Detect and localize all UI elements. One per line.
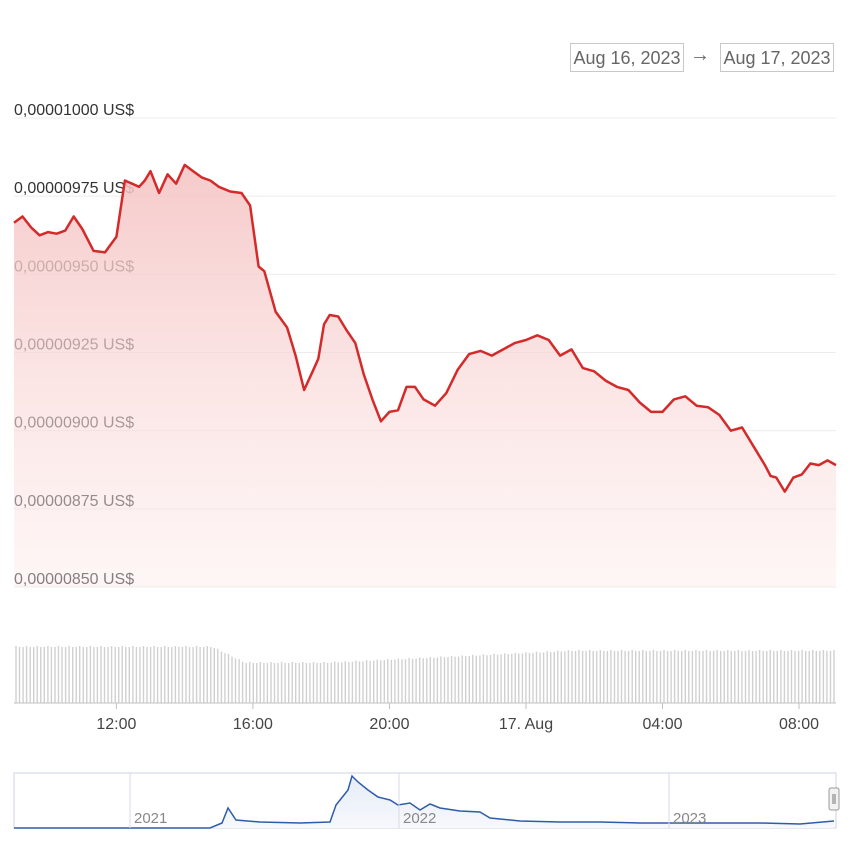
range-arrow-icon: → xyxy=(690,44,710,66)
navigator-labels: 2021 2022 2023 xyxy=(129,773,706,828)
x-tick-label: 17. Aug xyxy=(499,716,553,733)
price-line xyxy=(13,163,837,493)
navigator[interactable]: 2021 2022 2023 xyxy=(13,772,840,829)
x-tick-label: 04:00 xyxy=(642,716,682,733)
x-tick-label: 20:00 xyxy=(369,716,409,733)
x-axis-labels: 12:00 16:00 20:00 17. Aug 04:00 08:00 xyxy=(96,703,819,733)
volume-bars xyxy=(14,646,836,704)
x-tick-label: 16:00 xyxy=(233,716,273,733)
navigator-area xyxy=(14,776,834,828)
price-area xyxy=(14,164,836,587)
navigator-year-label: 2021 xyxy=(134,810,167,827)
range-from-input[interactable]: Aug 16, 2023 xyxy=(570,43,684,72)
x-tick-label: 08:00 xyxy=(779,716,819,733)
navigator-line xyxy=(14,774,835,829)
y-tick-label: 0,00001000 US$ xyxy=(14,102,134,119)
range-to-input[interactable]: Aug 17, 2023 xyxy=(720,43,834,72)
navigator-year-label: 2023 xyxy=(673,810,706,827)
y-tick-label: 0,00000975 US$ xyxy=(14,180,134,197)
x-tick-label: 12:00 xyxy=(96,716,136,733)
navigator-handle[interactable] xyxy=(828,787,840,811)
navigator-year-label: 2022 xyxy=(403,810,436,827)
